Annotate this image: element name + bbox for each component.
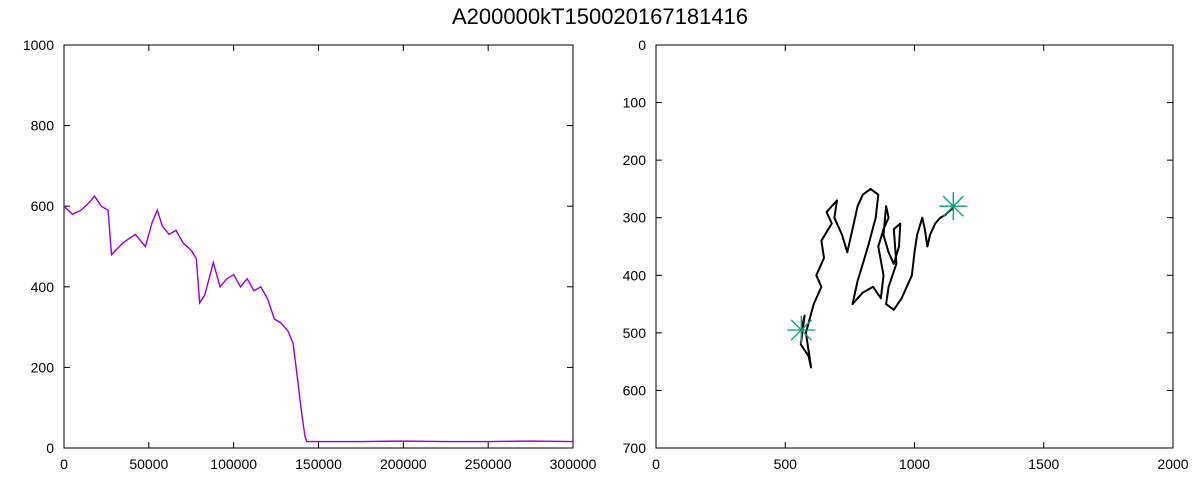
star-marker-1 — [787, 315, 816, 344]
right-x-tick-label: 2000 — [1157, 456, 1188, 472]
right-plot: 0 500 1000 1500 2000 0 100 200 300 400 500 600 700 — [623, 37, 1189, 472]
left-y-tick-label: 200 — [31, 359, 55, 375]
right-x-tick-label: 0 — [652, 456, 660, 472]
left-x-tick-label: 0 — [60, 456, 68, 472]
right-trajectory-path — [799, 187, 955, 369]
left-x-tick-label: 300000 — [550, 456, 597, 472]
right-y-tick-label: 0 — [638, 37, 646, 53]
right-y-tick-label: 400 — [623, 267, 647, 283]
right-y-tick-label: 700 — [623, 440, 647, 456]
right-x-tick-label: 1500 — [1028, 456, 1059, 472]
figure-title: A200000kT150020167181416 — [451, 4, 749, 29]
right-y-tick-label: 100 — [623, 95, 647, 111]
left-y-tick-label: 400 — [31, 279, 55, 295]
left-x-tick-label: 200000 — [380, 456, 427, 472]
left-y-tick-label: 1000 — [23, 37, 54, 53]
left-x-tick-label: 100000 — [210, 456, 257, 472]
right-y-tick-label: 200 — [623, 152, 647, 168]
right-y-tick-label: 500 — [623, 325, 647, 341]
left-series-line — [63, 194, 574, 443]
right-y-tick-label: 600 — [623, 382, 647, 398]
left-x-tick-label: 50000 — [129, 456, 168, 472]
left-x-tick-label: 250000 — [465, 456, 512, 472]
right-x-tick-label: 1000 — [899, 456, 930, 472]
left-plot-frame — [63, 44, 574, 449]
left-y-tick-label: 600 — [31, 198, 55, 214]
star-marker-2 — [939, 192, 968, 221]
right-x-tick-label: 500 — [774, 456, 798, 472]
left-y-tick-label: 0 — [46, 440, 54, 456]
right-y-tick-label: 300 — [623, 210, 647, 226]
left-x-tick-label: 150000 — [295, 456, 342, 472]
left-plot: 0 50000 100000 150000 200000 250000 300000 0 200… — [23, 37, 597, 472]
left-y-tick-label: 800 — [31, 118, 55, 134]
